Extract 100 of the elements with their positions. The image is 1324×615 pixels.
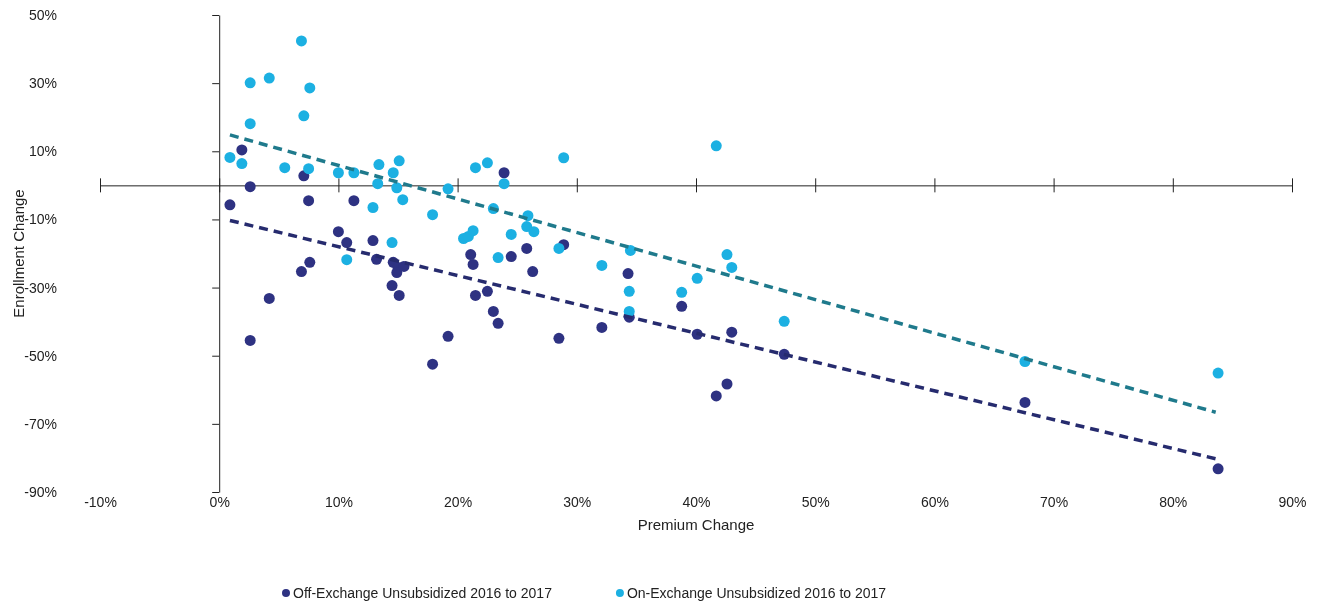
x-tick-label: 50% — [801, 493, 830, 510]
point — [442, 330, 454, 342]
x-tick-label: 10% — [324, 493, 353, 510]
point — [372, 178, 384, 190]
point — [726, 326, 738, 338]
y-tick-label: -10% — [24, 211, 57, 228]
point — [710, 140, 722, 152]
point — [623, 285, 635, 297]
point — [481, 285, 493, 297]
point — [492, 252, 504, 264]
point — [295, 266, 307, 278]
point — [367, 202, 379, 213]
legend-label: On-Exchange Unsubsidized 2016 to 2017 — [626, 585, 887, 601]
x-tick-label: 30% — [563, 493, 592, 510]
point — [303, 163, 315, 175]
point — [244, 181, 256, 193]
point — [332, 167, 344, 179]
point — [467, 258, 479, 270]
legend-label: Off-Exchange Unsubsidized 2016 to 2017 — [293, 585, 553, 601]
y-tick-label: 10% — [28, 143, 57, 160]
point — [481, 157, 493, 169]
point — [553, 242, 565, 254]
x-tick-label: 20% — [444, 493, 473, 510]
y-tick-label: -50% — [24, 347, 57, 364]
point — [676, 286, 688, 298]
point — [467, 225, 479, 237]
y-tick-label: -90% — [24, 483, 57, 500]
x-tick-label: 40% — [682, 493, 711, 510]
point — [778, 315, 790, 327]
point — [295, 35, 307, 47]
point — [498, 178, 510, 190]
x-tick-label: 70% — [1040, 493, 1069, 510]
point — [244, 118, 256, 130]
point — [469, 289, 481, 301]
point — [236, 144, 248, 156]
point — [487, 305, 499, 317]
point — [596, 321, 608, 333]
point — [492, 317, 504, 329]
point — [1019, 396, 1031, 408]
point — [596, 259, 608, 271]
x-tick-label: -10% — [84, 493, 117, 510]
point — [348, 195, 360, 207]
point — [244, 334, 256, 346]
point — [691, 272, 703, 284]
point — [623, 305, 635, 317]
point — [397, 194, 409, 206]
x-axis-title: Premium Change — [637, 516, 755, 533]
point — [1212, 463, 1224, 475]
point — [469, 162, 481, 174]
point — [341, 237, 353, 249]
point — [721, 378, 733, 390]
point — [341, 254, 353, 266]
point — [367, 235, 379, 247]
point — [527, 266, 539, 278]
point — [721, 249, 733, 261]
y-tick-label: -70% — [24, 415, 57, 432]
point — [558, 152, 570, 164]
point — [622, 268, 634, 280]
point — [710, 390, 722, 402]
point — [224, 151, 236, 163]
y-tick-label: 50% — [28, 6, 57, 23]
y-tick-label: 30% — [28, 75, 57, 92]
point — [387, 167, 399, 179]
point — [521, 242, 533, 254]
point — [505, 251, 517, 263]
point — [442, 183, 454, 195]
y-tick-label: -30% — [24, 279, 57, 296]
point — [303, 195, 315, 207]
y-axis-title: Enrollment Change — [10, 189, 27, 318]
point — [279, 162, 291, 174]
x-tick-label: 0% — [209, 493, 230, 510]
point — [1212, 367, 1224, 379]
point — [224, 199, 236, 211]
point — [386, 237, 398, 249]
point — [465, 249, 477, 261]
point — [427, 358, 439, 370]
x-tick-label: 90% — [1278, 493, 1307, 510]
point — [263, 72, 275, 84]
x-tick-label: 80% — [1159, 493, 1188, 510]
point — [391, 182, 403, 194]
point — [391, 267, 403, 279]
x-tick-label: 60% — [920, 493, 949, 510]
point — [304, 82, 316, 94]
point — [498, 167, 510, 179]
point — [386, 280, 398, 292]
point — [244, 77, 256, 89]
point — [726, 261, 738, 273]
point — [427, 209, 439, 221]
point — [553, 332, 565, 344]
point — [676, 300, 688, 312]
point — [528, 226, 540, 238]
point — [263, 292, 275, 304]
point — [298, 110, 310, 122]
point — [304, 256, 316, 268]
point — [236, 158, 248, 170]
point — [393, 289, 405, 301]
point — [373, 159, 385, 171]
point — [332, 226, 344, 238]
point — [393, 155, 405, 167]
point — [505, 228, 517, 240]
